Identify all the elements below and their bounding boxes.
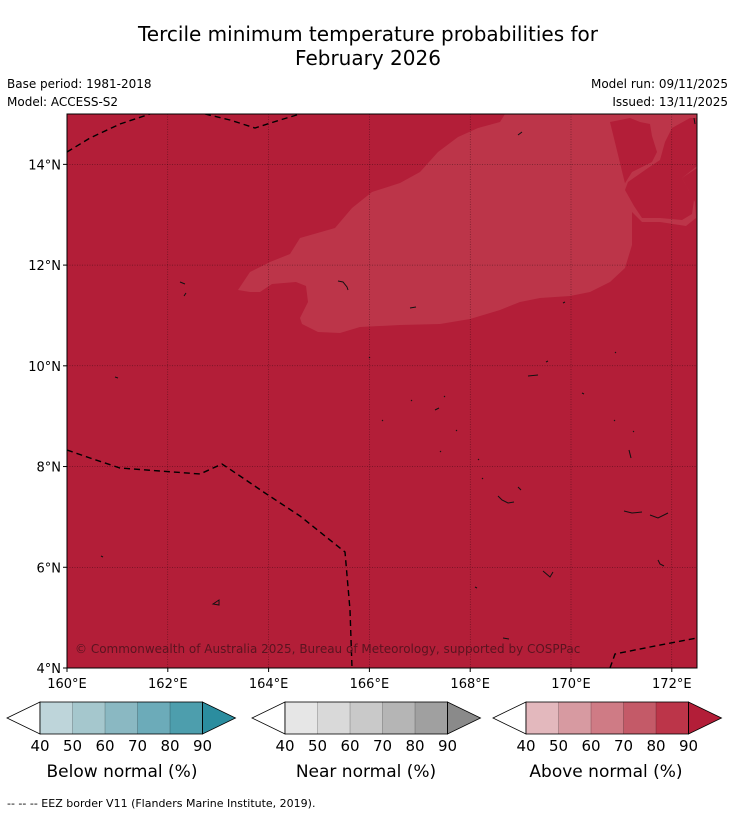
colorbar-extend-high (447, 701, 482, 735)
colorbar-tick-label: 60 (581, 737, 600, 755)
lon-tick-label: 172°E (652, 677, 692, 692)
eez-border-west (67, 449, 353, 668)
lat-tick-label: 14°N (28, 158, 61, 173)
colorbar-extend-high (202, 701, 237, 735)
colorbar-segment (137, 702, 170, 734)
atoll-outline (497, 486, 522, 504)
colorbar-tick-label: 90 (438, 737, 457, 755)
colorbar-tick-label: 80 (160, 737, 179, 755)
map-frame (66, 113, 698, 669)
eez-border-north (204, 114, 301, 129)
colorbar-segment (656, 702, 689, 734)
lat-tick-label: 6°N (37, 561, 62, 576)
atoll-outline (517, 131, 523, 136)
lon-tick-label: 166°E (350, 677, 390, 692)
copyright-notice: © Commonwealth of Australia 2025, Bureau… (75, 642, 580, 656)
lon-tick-label: 164°E (249, 677, 289, 692)
title-line-1: Tercile minimum temperature probabilitie… (137, 22, 599, 46)
atoll-outline (623, 510, 669, 519)
graticule (67, 114, 697, 668)
meta-left: Base period: 1981-2018 Model: ACCESS-S2 (7, 75, 152, 111)
colorbar: 40 50 60 70 80 90 (492, 701, 723, 755)
colorbar-tick-label: 70 (373, 737, 392, 755)
colorbar-extend-low (492, 701, 527, 735)
colorbar-tick-label: 80 (646, 737, 665, 755)
atoll-outline (502, 637, 510, 640)
model-run: Model run: 09/11/2025 (590, 77, 728, 91)
colorbar-segment (40, 702, 73, 734)
colorbar-segment (170, 702, 203, 734)
colorbar-tick-label: 60 (95, 737, 114, 755)
eez-border-northwest (67, 114, 151, 153)
colorbar-segment (72, 702, 105, 734)
lat-tick-label: 4°N (37, 662, 62, 677)
colorbar-title-near: Near normal (%) (295, 762, 437, 782)
colorbar-segment (415, 702, 448, 734)
colorbar-segment (591, 702, 624, 734)
atoll-outline (542, 570, 554, 578)
eez-borders (67, 114, 697, 668)
colorbar-tick-label: 60 (340, 737, 359, 755)
colorbar-segment (285, 702, 318, 734)
colorbar-tick-label: 50 (549, 737, 568, 755)
colorbar-segment (558, 702, 591, 734)
colorbar-tick-label: 80 (405, 737, 424, 755)
atoll-outline (211, 599, 220, 606)
lon-tick-label: 162°E (148, 677, 188, 692)
colorbar-segment (623, 702, 656, 734)
atoll-outline (409, 306, 417, 309)
colorbar-title-below: Below normal (%) (46, 762, 198, 782)
lat-tick-label: 12°N (28, 259, 61, 274)
colorbar-tick-label: 40 (30, 737, 49, 755)
colorbar-segment (317, 702, 350, 734)
colorbar-tick-label: 50 (63, 737, 82, 755)
lat-tick-label: 8°N (37, 461, 62, 476)
atoll-outline (368, 117, 696, 480)
colorbar-tick-label: 50 (308, 737, 327, 755)
colorbar-extend-high (688, 701, 723, 735)
colorbar-tick-label: 40 (275, 737, 294, 755)
colorbar-tick-label: 90 (193, 737, 212, 755)
colorbar-tick-label: 90 (679, 737, 698, 755)
lon-tick-label: 168°E (450, 677, 490, 692)
probability-region-80-90-inner (625, 118, 697, 220)
eez-border-southeast (609, 637, 697, 668)
chart-title: Tercile minimum temperature probabilitie… (0, 22, 736, 70)
colorbar-segment (526, 702, 559, 734)
colorbar-extend-low (251, 701, 286, 735)
base-period: Base period: 1981-2018 (7, 77, 152, 91)
atoll-outline (628, 449, 632, 459)
map-axis-ticks: 160°E 162°E 164°E 166°E 168°E 170°E 172°E 4°N 6°… (28, 158, 691, 692)
probability-region-70-80 (238, 114, 697, 333)
eez-footnote: -- -- -- EEZ border V11 (Flanders Marine… (7, 797, 316, 810)
model-name: Model: ACCESS-S2 (7, 95, 119, 109)
atoll-outlines (100, 117, 696, 640)
atoll-outline (179, 281, 187, 297)
atoll-outline (100, 376, 478, 589)
map-area: © Commonwealth of Australia 2025, Bureau… (67, 114, 697, 668)
atoll-outline (434, 395, 446, 411)
atoll-outline (527, 360, 549, 377)
colorbar-segment (382, 702, 415, 734)
lon-tick-label: 160°E (47, 677, 87, 692)
meta-right: Model run: 09/11/2025 Issued: 13/11/2025 (591, 75, 728, 111)
colorbar-extend-low (6, 701, 41, 735)
colorbar-title-above: Above normal (%) (529, 762, 683, 782)
colorbar-tick-label: 70 (128, 737, 147, 755)
issued-date: Issued: 13/11/2025 (612, 95, 728, 109)
lat-tick-label: 10°N (28, 360, 61, 375)
title-line-2: February 2026 (295, 46, 441, 70)
colorbar: 40 50 60 70 80 90 (6, 701, 237, 755)
colorbar-segment (105, 702, 138, 734)
colorbar: 40 50 60 70 80 90 (251, 701, 482, 755)
colorbar-legends: 40 50 60 70 80 90 40 50 60 70 80 90 40 50 60 70 80 90 (6, 701, 723, 755)
colorbar-tick-label: 70 (614, 737, 633, 755)
lon-tick-label: 170°E (551, 677, 591, 692)
colorbar-tick-label: 40 (516, 737, 535, 755)
atoll-outline (337, 280, 349, 291)
atoll-outline (657, 559, 665, 567)
colorbar-segment (350, 702, 383, 734)
